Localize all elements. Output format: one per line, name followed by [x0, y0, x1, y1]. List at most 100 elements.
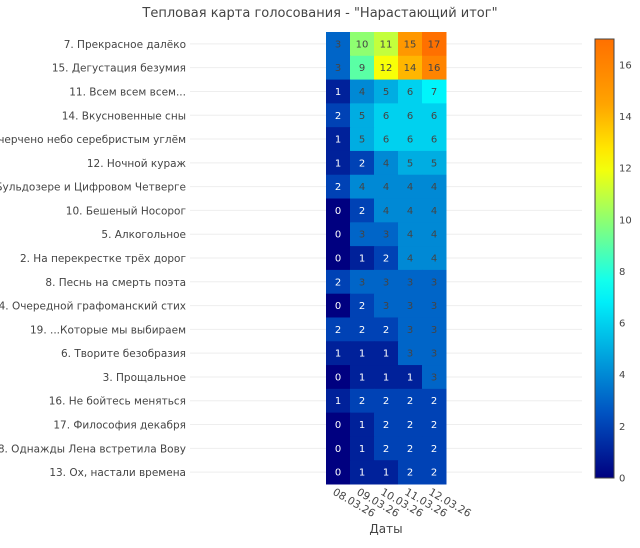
heatmap-cell[interactable]: [350, 293, 375, 318]
heatmap-cell[interactable]: [398, 198, 423, 223]
heatmap-cell[interactable]: [326, 388, 351, 414]
heatmap-cell[interactable]: [422, 317, 447, 342]
heatmap-cell[interactable]: [398, 222, 423, 247]
heatmap-cell[interactable]: [350, 317, 375, 342]
heatmap-cell[interactable]: [350, 150, 375, 176]
heatmap-cell[interactable]: [326, 174, 351, 200]
heatmap-cell[interactable]: [398, 32, 423, 57]
heatmap-cell[interactable]: [374, 436, 399, 461]
heatmap-cell[interactable]: [326, 460, 351, 485]
heatmap-cell[interactable]: [398, 246, 423, 271]
heatmap-cell[interactable]: [350, 246, 375, 271]
heatmap-cell[interactable]: [326, 341, 351, 366]
heatmap-cell[interactable]: [326, 412, 351, 437]
heatmap-cell[interactable]: [326, 150, 351, 176]
heatmap-cell[interactable]: [422, 127, 447, 152]
heatmap-cell[interactable]: [422, 150, 447, 176]
heatmap-cell[interactable]: [374, 150, 399, 176]
heatmap-cell[interactable]: [422, 103, 447, 128]
heatmap-cell[interactable]: [350, 412, 375, 437]
heatmap-cell[interactable]: [350, 222, 375, 247]
heatmap-cell[interactable]: [374, 127, 399, 152]
heatmap-cell[interactable]: [350, 460, 375, 485]
heatmap-cell[interactable]: [422, 388, 447, 414]
heatmap-cell[interactable]: [398, 127, 423, 152]
heatmap-cell[interactable]: [422, 79, 447, 104]
heatmap-cell[interactable]: [374, 460, 399, 485]
heatmap-cell[interactable]: [374, 246, 399, 271]
heatmap-cell[interactable]: [326, 293, 351, 318]
heatmap-cell[interactable]: [374, 32, 399, 57]
heatmap-cell[interactable]: [398, 150, 423, 176]
heatmap-cell[interactable]: [422, 174, 447, 200]
heatmap-cell[interactable]: [374, 388, 399, 414]
heatmap-cell[interactable]: [326, 269, 351, 295]
heatmap-cell[interactable]: [398, 103, 423, 128]
heatmap-cell[interactable]: [350, 79, 375, 104]
heatmap-cell[interactable]: [350, 127, 375, 152]
heatmap-cell[interactable]: [374, 222, 399, 247]
heatmap-cell[interactable]: [398, 269, 423, 295]
heatmap-cell[interactable]: [374, 55, 399, 81]
heatmap-cell[interactable]: [326, 246, 351, 271]
heatmap-cell[interactable]: [326, 103, 351, 128]
heatmap-cell[interactable]: [374, 412, 399, 437]
heatmap-cell[interactable]: [350, 269, 375, 295]
heatmap-cell[interactable]: [374, 293, 399, 318]
heatmap-cell[interactable]: [350, 174, 375, 200]
heatmap-cell[interactable]: [374, 79, 399, 104]
heatmap-cell[interactable]: [350, 388, 375, 414]
heatmap-cell[interactable]: [422, 198, 447, 223]
heatmap-cell[interactable]: [326, 222, 351, 247]
cell-value-label: 1: [359, 444, 365, 455]
heatmap-cell[interactable]: [422, 269, 447, 295]
heatmap-cell[interactable]: [374, 365, 399, 390]
heatmap-cell[interactable]: [398, 388, 423, 414]
heatmap-cell[interactable]: [398, 55, 423, 81]
heatmap-cell[interactable]: [422, 222, 447, 247]
heatmap-cell[interactable]: [374, 174, 399, 200]
heatmap-cell[interactable]: [398, 79, 423, 104]
heatmap-cell[interactable]: [350, 55, 375, 81]
heatmap-cell[interactable]: [374, 341, 399, 366]
heatmap-cell[interactable]: [398, 412, 423, 437]
heatmap-cell[interactable]: [326, 55, 351, 81]
cell-value-label: 5: [407, 158, 413, 169]
heatmap-cell[interactable]: [350, 103, 375, 128]
heatmap-cell[interactable]: [422, 246, 447, 271]
heatmap-cell[interactable]: [326, 198, 351, 223]
heatmap-cell[interactable]: [422, 32, 447, 57]
heatmap-cell[interactable]: [398, 174, 423, 200]
heatmap-cell[interactable]: [422, 412, 447, 437]
heatmap-cell[interactable]: [374, 103, 399, 128]
heatmap-cell[interactable]: [326, 436, 351, 461]
heatmap-cell[interactable]: [326, 365, 351, 390]
heatmap-cell[interactable]: [350, 365, 375, 390]
heatmap-cell[interactable]: [350, 198, 375, 223]
heatmap-cell[interactable]: [350, 341, 375, 366]
cell-value-label: 4: [431, 182, 437, 193]
cell-value-label: 6: [383, 135, 389, 146]
heatmap-cell[interactable]: [350, 436, 375, 461]
heatmap-cell[interactable]: [326, 317, 351, 342]
heatmap-cell[interactable]: [398, 317, 423, 342]
heatmap-cell[interactable]: [422, 341, 447, 366]
heatmap-cell[interactable]: [326, 32, 351, 57]
heatmap-cell[interactable]: [398, 341, 423, 366]
heatmap-cell[interactable]: [398, 436, 423, 461]
heatmap-cell[interactable]: [398, 365, 423, 390]
heatmap-cell[interactable]: [326, 79, 351, 104]
heatmap-cell[interactable]: [422, 293, 447, 318]
heatmap-cell[interactable]: [422, 436, 447, 461]
heatmap-cell[interactable]: [398, 293, 423, 318]
heatmap-cell[interactable]: [374, 317, 399, 342]
heatmap-cell[interactable]: [326, 127, 351, 152]
heatmap-cell[interactable]: [422, 460, 447, 485]
heatmap-cell[interactable]: [374, 269, 399, 295]
heatmap-cell[interactable]: [350, 32, 375, 57]
heatmap-cell[interactable]: [398, 460, 423, 485]
heatmap-cell[interactable]: [374, 198, 399, 223]
heatmap-cell[interactable]: [422, 365, 447, 390]
heatmap-cell[interactable]: [422, 55, 447, 81]
